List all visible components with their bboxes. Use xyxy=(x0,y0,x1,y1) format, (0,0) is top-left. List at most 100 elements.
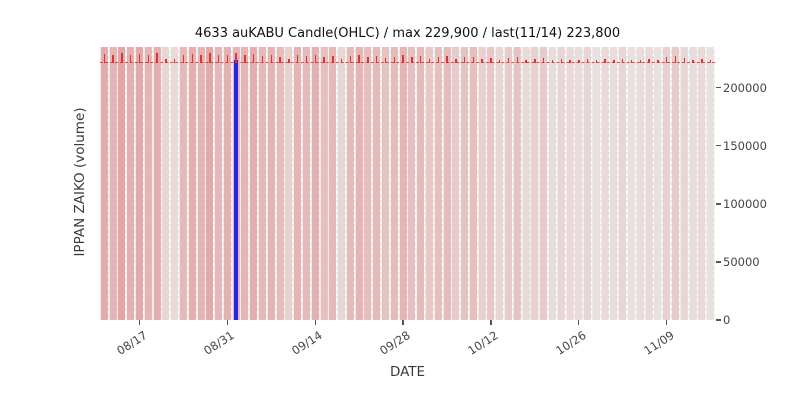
volume-bar xyxy=(417,47,425,320)
volume-bar xyxy=(144,47,152,320)
volume-bar xyxy=(197,47,205,320)
candle-wick xyxy=(709,60,712,64)
volume-bar xyxy=(540,47,548,320)
candle-wick xyxy=(578,60,580,64)
volume-bar xyxy=(250,47,258,320)
candle-wick xyxy=(305,56,308,64)
volume-bar xyxy=(294,47,302,320)
candle-wick xyxy=(613,59,615,64)
candle-wick xyxy=(226,54,229,64)
volume-bar xyxy=(364,47,372,320)
candle-wick xyxy=(253,53,255,64)
candle-wick xyxy=(191,53,193,64)
volume-bar xyxy=(338,47,346,320)
candle-wick xyxy=(156,53,158,64)
volume-bar xyxy=(478,47,486,320)
candle-wick xyxy=(121,52,123,64)
candle-wick xyxy=(472,56,475,64)
x-tick-mark xyxy=(666,320,668,325)
volume-bar xyxy=(575,47,583,320)
volume-bar xyxy=(118,47,126,320)
candle-wick xyxy=(692,59,694,64)
candle-wick xyxy=(630,60,633,64)
x-tick-label: 11/09 xyxy=(640,328,677,358)
volume-bar xyxy=(100,47,108,320)
volume-bar xyxy=(285,47,293,320)
x-tick-label: 08/17 xyxy=(113,328,150,358)
candle-wick xyxy=(209,53,211,64)
candle-wick xyxy=(560,59,562,64)
highlight-bar xyxy=(233,59,239,320)
x-tick-label: 08/31 xyxy=(201,328,237,358)
candle-wick xyxy=(586,58,589,64)
volume-bar xyxy=(259,47,267,320)
volume-bar xyxy=(206,47,214,320)
volume-bar xyxy=(276,47,284,320)
volume-bar xyxy=(171,47,179,320)
volume-bar xyxy=(645,47,653,320)
volume-bar xyxy=(329,47,337,320)
candle-wick xyxy=(428,58,431,64)
candle-wick xyxy=(402,55,404,64)
candle-wick xyxy=(173,59,176,64)
volume-bar xyxy=(241,47,249,320)
candle-wick xyxy=(103,53,106,64)
candle-wick xyxy=(622,58,624,64)
y-tick-label: 150000 xyxy=(723,138,767,153)
volume-bar xyxy=(601,47,609,320)
volume-bar xyxy=(505,47,513,320)
candle-wick xyxy=(376,55,378,64)
volume-bar xyxy=(469,47,477,320)
candle-wick xyxy=(639,59,641,64)
volume-bar xyxy=(267,47,275,320)
volume-bar xyxy=(619,47,627,320)
volume-bar xyxy=(522,47,530,320)
x-tick-label: 09/28 xyxy=(377,328,413,358)
candle-wick xyxy=(288,59,290,64)
x-tick-mark xyxy=(578,320,580,325)
x-tick-label: 10/26 xyxy=(553,328,589,358)
candle-wick xyxy=(446,55,448,64)
volume-bar xyxy=(382,47,390,320)
candle-wick xyxy=(130,55,132,64)
volume-bar xyxy=(487,47,495,320)
volume-bar xyxy=(531,47,539,320)
volume-bar xyxy=(355,47,363,320)
candle-wick xyxy=(332,55,334,64)
volume-bar xyxy=(109,47,117,320)
candle-wick xyxy=(683,58,685,64)
volume-bar xyxy=(223,47,231,320)
candle-wick xyxy=(165,58,167,64)
candle-wick xyxy=(516,56,518,64)
candle-wick xyxy=(340,59,343,64)
volume-bar xyxy=(663,47,671,320)
price-dashed-line xyxy=(100,62,715,64)
candle-wick xyxy=(217,55,220,64)
candle-wick xyxy=(525,59,527,64)
candle-wick xyxy=(182,55,185,64)
x-tick-label: 10/12 xyxy=(465,328,501,358)
x-tick-mark xyxy=(314,320,316,325)
volume-bar xyxy=(707,47,715,320)
candle-wick xyxy=(112,54,114,64)
candle-wick xyxy=(393,56,395,64)
volume-bar xyxy=(179,47,187,320)
candle-wick xyxy=(674,56,677,64)
volume-bar xyxy=(557,47,565,320)
volume-bar xyxy=(680,47,688,320)
volume-bar xyxy=(628,47,636,320)
candle-wick xyxy=(499,59,501,64)
grid-lines xyxy=(100,47,715,320)
candle-wick xyxy=(244,55,246,64)
volume-bar xyxy=(215,47,223,320)
y-tick-mark xyxy=(716,319,721,321)
y-tick-mark xyxy=(716,87,721,89)
candle-wick xyxy=(296,55,299,64)
candle-wick xyxy=(367,57,369,64)
candle-wick xyxy=(481,59,483,64)
x-axis-label: DATE xyxy=(389,364,426,380)
volume-bar xyxy=(698,47,706,320)
volume-bar xyxy=(584,47,592,320)
candle-wick xyxy=(534,58,536,64)
volume-bar xyxy=(592,47,600,320)
